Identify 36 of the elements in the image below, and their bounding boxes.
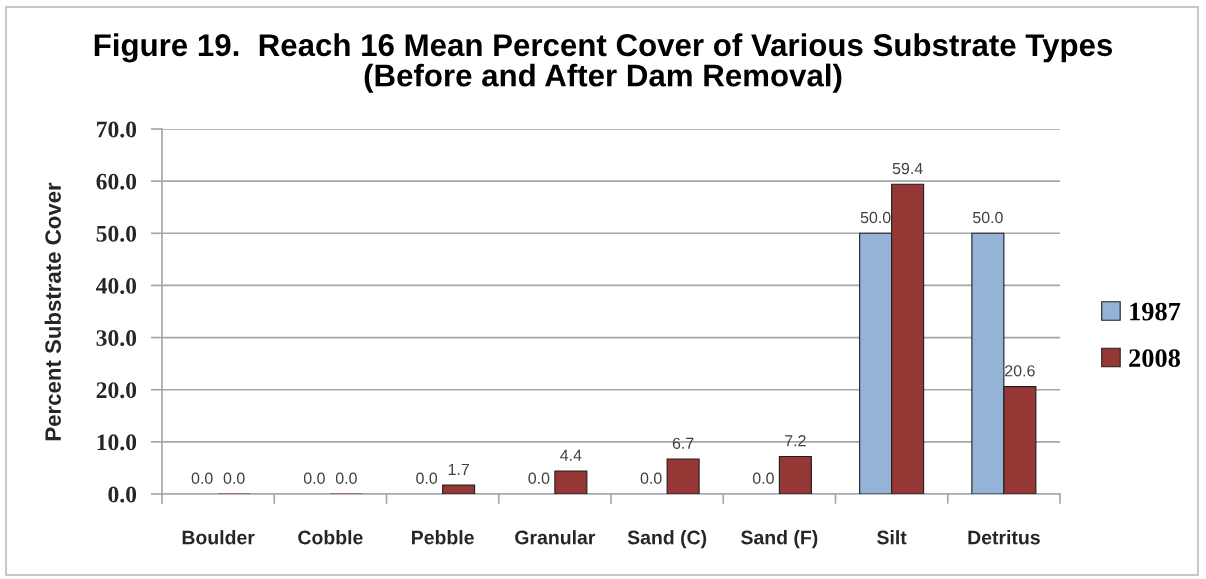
data-label: 20.6 <box>1005 365 1035 377</box>
x-tick-label: Pebble <box>412 530 474 545</box>
x-tick-label: Detritus <box>968 530 1040 545</box>
data-label: 0.0 <box>303 472 325 484</box>
legend-label: 2008 <box>1129 349 1180 367</box>
x-tick-label: Sand (C) <box>627 530 707 549</box>
data-label: 4.4 <box>560 449 582 461</box>
data-label: 0.0 <box>640 472 662 484</box>
legend-label: 1987 <box>1130 302 1181 321</box>
y-tick-label: 20.0 <box>96 382 137 399</box>
y-tick-label: 50.0 <box>96 225 137 242</box>
y-axis-title: Percent Substrate Cover <box>44 182 61 441</box>
data-label: 0.0 <box>528 472 550 484</box>
data-label: 1.7 <box>448 463 469 475</box>
x-tick-label: Sand (F) <box>741 530 818 549</box>
y-tick-label: 10.0 <box>97 434 137 451</box>
x-tick-label: Cobble <box>298 530 363 545</box>
data-label: 0.0 <box>335 472 357 484</box>
data-label: 0.0 <box>752 472 774 484</box>
x-tick-label: Boulder <box>182 530 255 545</box>
y-tick-label: 60.0 <box>96 173 137 190</box>
data-label: 7.2 <box>785 435 806 447</box>
data-label: 59.4 <box>892 162 923 175</box>
y-tick-label: 0.0 <box>108 486 137 503</box>
data-label: 0.0 <box>223 472 245 484</box>
x-tick-label: Silt <box>877 530 907 545</box>
y-tick-label: 40.0 <box>96 277 137 294</box>
chart-title: Figure 19. Reach 16 Mean Percent Cover of Various Substrate Types (Before and After Dam Removal) <box>94 33 1113 93</box>
y-tick-label: 70.0 <box>97 121 137 138</box>
data-label: 6.7 <box>672 437 694 449</box>
y-tick-label: 30.0 <box>96 330 137 347</box>
data-label: 0.0 <box>191 472 213 484</box>
x-tick-label: Granular <box>515 530 596 545</box>
data-label: 50.0 <box>860 211 891 224</box>
data-label: 0.0 <box>416 472 438 484</box>
data-label: 50.0 <box>972 211 1003 224</box>
